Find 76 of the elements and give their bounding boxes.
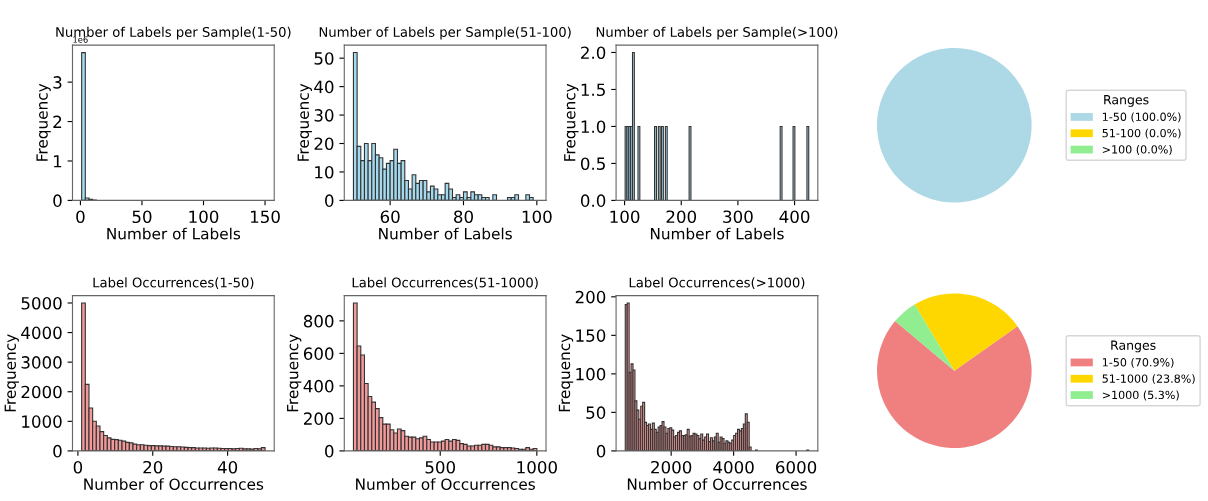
- chart-title: Label Occurrences(1-50): [93, 277, 254, 289]
- y-tick-label: 10: [315, 165, 334, 179]
- y-axis-title: Frequency: [287, 334, 302, 412]
- x-tick-label: 80: [454, 210, 473, 224]
- x-tick-label: 1000: [517, 460, 557, 474]
- y-tick-label: 800: [303, 314, 334, 328]
- y-tick-label: 40: [314, 80, 334, 94]
- x-tick-label: 500: [425, 460, 456, 474]
- legend-label: >1000 (5.3%): [1102, 390, 1179, 401]
- text: 1e6: [73, 36, 88, 43]
- x-tick-label: 40: [217, 460, 238, 474]
- y-tick-label: 0: [325, 444, 334, 458]
- chart-title: Number of Labels per Sample(>100): [596, 26, 838, 40]
- legend-label: 1-50 (70.9%): [1102, 357, 1174, 368]
- legend-label: 51-1000 (23.8%): [1102, 374, 1195, 385]
- y-tick-label: 0.5: [580, 157, 605, 170]
- x-tick-label: 6000: [776, 460, 817, 474]
- y-tick-label: 3000: [21, 356, 62, 369]
- y-tick-label: 200: [303, 412, 334, 425]
- y-tick-label: 1.5: [581, 83, 605, 97]
- x-tick-label: 200: [666, 210, 697, 224]
- x-tick-label: 300: [723, 210, 753, 224]
- y-tick-label: 1000: [22, 415, 62, 428]
- x-tick-label: 50: [132, 210, 152, 224]
- x-tick-label: 60: [380, 210, 400, 224]
- y-tick-label: 20: [314, 137, 334, 151]
- y-tick-label: 2000: [21, 385, 62, 399]
- x-axis-title: Number of Labels: [650, 227, 784, 240]
- y-tick-label: 150: [576, 329, 606, 342]
- y-tick-label: 3: [53, 76, 62, 89]
- x-axis-title: Number of Labels: [107, 227, 241, 240]
- y-tick-label: 50: [314, 52, 334, 65]
- x-axis-title: Number of Occurrences: [84, 478, 264, 490]
- x-tick-label: 4000: [713, 460, 754, 474]
- x-axis-title: Number of Occurrences: [627, 478, 807, 490]
- legend-label: 51-100 (0.0%): [1102, 128, 1181, 139]
- y-tick-label: 0: [53, 444, 62, 458]
- y-tick-label: 1.0: [581, 120, 606, 134]
- y-axis-title: Frequency: [558, 334, 574, 412]
- y-tick-label: 100: [576, 367, 606, 381]
- legend-label: 1-50 (100.0%): [1102, 112, 1181, 123]
- y-tick-label: 30: [314, 109, 334, 122]
- x-axis-title: Number of Occurrences: [356, 478, 535, 490]
- legend-title: Ranges: [1104, 95, 1149, 107]
- chart-title: Label Occurrences(51-1000): [352, 277, 538, 289]
- x-axis-title: Number of Labels: [379, 227, 512, 240]
- legend-label: >100 (0.0%): [1102, 145, 1172, 155]
- chart-title: Number of Labels per Sample(51-100): [319, 26, 571, 40]
- x-tick-label: 2000: [651, 460, 692, 474]
- y-tick-label: 0.0: [580, 194, 606, 207]
- y-tick-label: 5000: [21, 296, 62, 310]
- y-tick-label: 1: [53, 155, 62, 168]
- y-tick-label: 600: [303, 347, 334, 360]
- y-tick-label: 0: [596, 444, 606, 458]
- x-tick-label: 150: [250, 210, 280, 224]
- x-tick-label: 100: [610, 210, 640, 224]
- y-tick-label: 0: [325, 194, 334, 207]
- x-tick-label: 100: [522, 210, 552, 224]
- y-axis-title: Frequency: [297, 83, 312, 161]
- y-axis-title: Frequency: [36, 83, 51, 161]
- y-tick-label: 0: [53, 194, 62, 207]
- chart-title: Label Occurrences(>1000): [629, 277, 805, 289]
- x-tick-label: 0: [73, 460, 83, 474]
- x-tick-label: 100: [189, 210, 219, 224]
- y-axis-title: Frequency: [4, 334, 19, 412]
- y-tick-label: 4000: [21, 326, 62, 340]
- y-tick-label: 2: [53, 115, 62, 128]
- legend-title: Ranges: [1111, 340, 1156, 353]
- y-tick-label: 400: [303, 379, 334, 393]
- x-tick-label: 0: [76, 210, 85, 224]
- y-tick-label: 2.0: [581, 46, 606, 60]
- y-tick-label: 50: [586, 406, 606, 419]
- x-tick-label: 400: [779, 210, 810, 224]
- y-axis-title: Frequency: [564, 83, 579, 161]
- x-tick-label: 20: [143, 460, 163, 474]
- y-tick-label: 200: [575, 290, 606, 304]
